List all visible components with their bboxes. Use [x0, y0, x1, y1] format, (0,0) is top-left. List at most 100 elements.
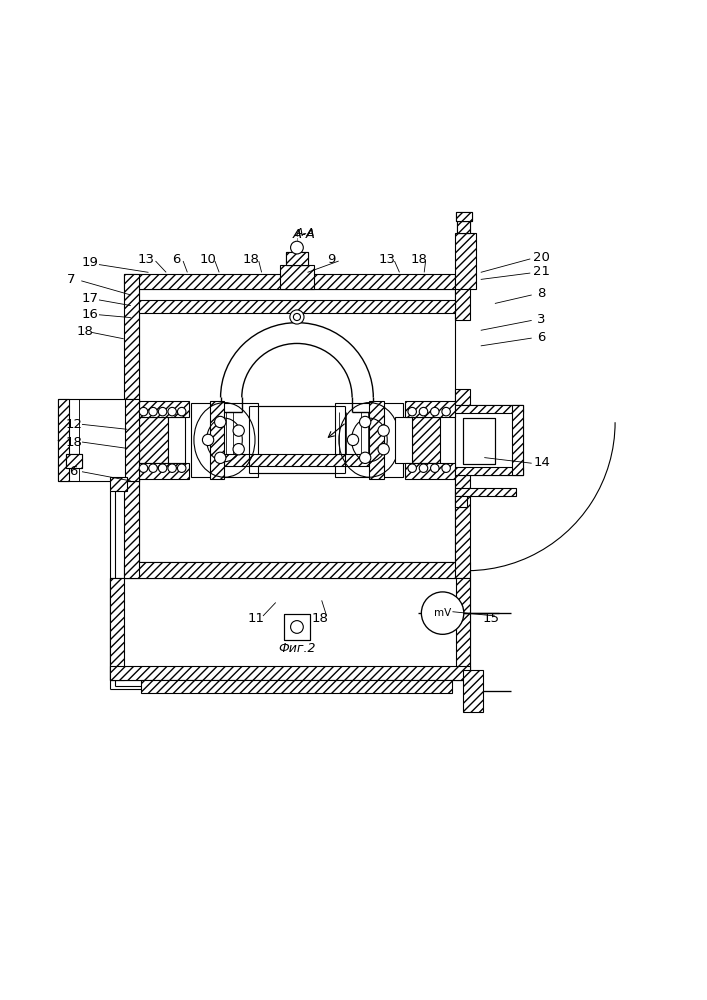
Bar [395, 417, 412, 463]
Bar [284, 614, 310, 640]
Text: 7: 7 [66, 273, 75, 286]
Bar [66, 454, 82, 468]
Circle shape [359, 452, 370, 463]
Circle shape [148, 464, 157, 472]
Bar [280, 265, 314, 289]
Bar [110, 666, 470, 680]
Text: 6: 6 [69, 465, 78, 478]
Text: 17: 17 [82, 292, 99, 305]
Bar [139, 401, 189, 417]
Circle shape [419, 407, 428, 416]
Text: Фиг.2: Фиг.2 [278, 642, 316, 655]
Text: 3: 3 [537, 313, 546, 326]
Circle shape [139, 407, 148, 416]
Text: 9: 9 [327, 253, 336, 266]
Bar [455, 467, 523, 475]
Bar [463, 670, 483, 712]
Bar [110, 477, 127, 491]
Bar [286, 252, 308, 265]
Bar [139, 417, 168, 463]
Circle shape [359, 416, 370, 428]
Circle shape [291, 241, 303, 254]
Bar [124, 562, 470, 578]
Bar [211, 401, 225, 479]
Text: А-А: А-А [296, 228, 315, 238]
Bar [58, 399, 139, 481]
Circle shape [293, 313, 300, 321]
Bar [455, 405, 523, 413]
Bar [457, 221, 470, 233]
Text: 10: 10 [199, 253, 216, 266]
Circle shape [421, 592, 464, 634]
Text: 18: 18 [65, 436, 82, 449]
Text: 6: 6 [537, 331, 546, 344]
Bar [455, 233, 476, 289]
Circle shape [290, 310, 304, 324]
Bar [139, 463, 189, 479]
Circle shape [442, 407, 450, 416]
Bar [213, 454, 381, 466]
Bar [335, 403, 403, 477]
Text: 6: 6 [172, 253, 180, 266]
Bar [124, 274, 470, 289]
Text: 18: 18 [243, 253, 259, 266]
Bar [512, 405, 523, 475]
Bar [456, 212, 472, 221]
Bar [168, 417, 185, 463]
Bar [412, 417, 440, 463]
Text: mV: mV [434, 608, 451, 618]
Text: 20: 20 [533, 251, 550, 264]
Bar [191, 403, 259, 477]
Bar [456, 578, 470, 680]
Bar [286, 252, 308, 265]
Circle shape [158, 464, 167, 472]
Bar [455, 389, 470, 578]
Text: 19: 19 [82, 256, 99, 269]
Circle shape [214, 452, 226, 463]
Circle shape [378, 425, 390, 436]
Circle shape [408, 464, 416, 472]
Text: 16: 16 [82, 308, 99, 321]
Circle shape [347, 434, 358, 446]
Bar [58, 399, 69, 481]
Bar [249, 406, 345, 473]
Bar [139, 300, 455, 313]
Circle shape [168, 464, 176, 472]
Text: А-А: А-А [293, 228, 315, 241]
Bar [405, 401, 455, 417]
Bar [456, 212, 472, 221]
Circle shape [233, 444, 245, 455]
Bar [124, 274, 139, 578]
Circle shape [431, 407, 439, 416]
Bar [110, 578, 470, 680]
Bar [139, 289, 455, 562]
Circle shape [408, 407, 416, 416]
Circle shape [158, 407, 167, 416]
Bar [369, 401, 383, 479]
Circle shape [177, 464, 186, 472]
Text: 13: 13 [138, 253, 155, 266]
Bar [455, 405, 523, 475]
Circle shape [378, 444, 390, 455]
Bar [66, 454, 82, 468]
Text: 18: 18 [76, 325, 93, 338]
Bar [125, 399, 139, 481]
Circle shape [139, 464, 148, 472]
Circle shape [442, 464, 450, 472]
Circle shape [168, 407, 176, 416]
Circle shape [214, 416, 226, 428]
Bar [455, 496, 467, 507]
Bar [457, 221, 470, 233]
Text: 13: 13 [379, 253, 396, 266]
Bar [455, 274, 470, 320]
Bar [141, 680, 452, 693]
Text: 21: 21 [533, 265, 550, 278]
Circle shape [202, 434, 214, 446]
Text: 8: 8 [537, 287, 546, 300]
Text: 18: 18 [312, 612, 329, 625]
Bar [455, 488, 516, 496]
Circle shape [419, 464, 428, 472]
Text: 12: 12 [66, 418, 83, 431]
Text: 11: 11 [247, 612, 264, 625]
Text: 15: 15 [483, 612, 500, 625]
